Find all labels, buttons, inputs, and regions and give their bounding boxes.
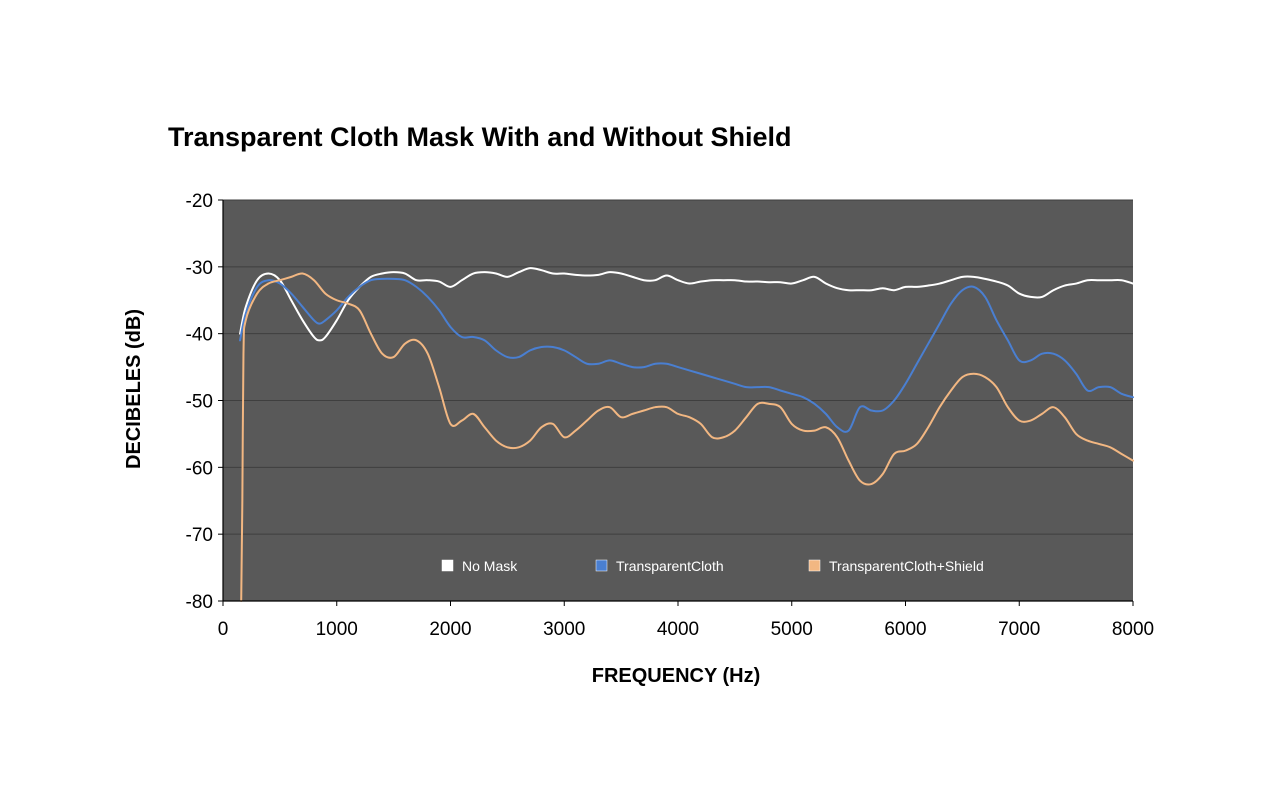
x-tick-label: 5000	[771, 619, 813, 640]
x-axis-ticks: 0 1000 2000 3000 4000 5000 6000 7000 8000	[218, 601, 1154, 640]
series-lines	[239, 267, 1134, 602]
y-tick-label: -20	[186, 191, 213, 212]
x-tick-label: 2000	[429, 619, 471, 640]
y-axis-ticks: -20 -30 -40 -50 -60 -70 -80	[186, 191, 223, 613]
legend-label: TransparentCloth	[616, 558, 724, 574]
x-tick-label: 1000	[316, 619, 358, 640]
x-tick-label: 8000	[1112, 619, 1154, 640]
legend: No Mask TransparentCloth TransparentCloth+…	[441, 558, 984, 574]
chart-title: Transparent Cloth Mask With and Without …	[168, 122, 792, 152]
legend-label: TransparentCloth+Shield	[829, 558, 984, 574]
series-line-no-mask	[239, 267, 1134, 342]
series-line-transparentcloth-shield	[240, 272, 1134, 602]
grid-lines	[223, 199, 1133, 535]
legend-swatch	[595, 559, 608, 572]
x-tick-label: 4000	[657, 619, 699, 640]
x-tick-label: 3000	[543, 619, 585, 640]
legend-swatch	[808, 559, 821, 572]
y-tick-label: -60	[186, 458, 213, 479]
y-tick-label: -30	[186, 258, 213, 279]
x-tick-label: 0	[218, 619, 229, 640]
series-line-transparentcloth	[239, 277, 1134, 433]
legend-label: No Mask	[462, 558, 518, 574]
x-tick-label: 7000	[998, 619, 1040, 640]
legend-swatch	[441, 559, 454, 572]
x-axis-title: FREQUENCY (Hz)	[592, 665, 761, 687]
y-axis-title: DECIBELES (dB)	[123, 309, 145, 469]
x-tick-label: 6000	[884, 619, 926, 640]
y-tick-label: -50	[186, 392, 213, 413]
y-tick-label: -80	[186, 592, 213, 613]
y-tick-label: -70	[186, 525, 213, 546]
y-tick-label: -40	[186, 325, 213, 346]
